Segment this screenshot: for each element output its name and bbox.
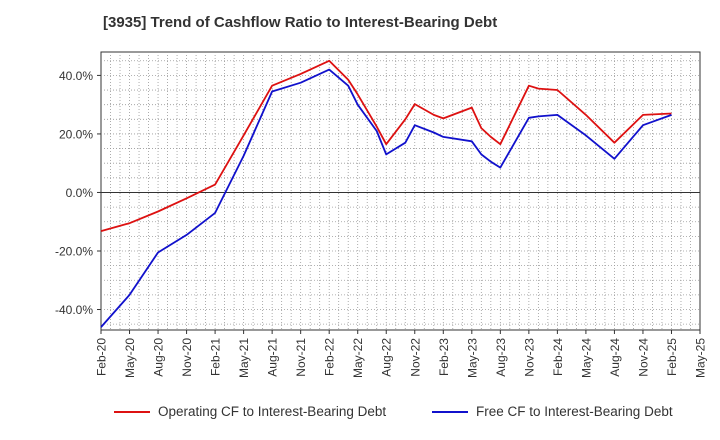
x-tick-label: Feb-20 [95, 338, 109, 376]
legend-label-free-cf: Free CF to Interest-Bearing Debt [476, 404, 673, 419]
x-tick-label: Nov-22 [408, 338, 422, 377]
x-tick-label: Feb-23 [437, 338, 451, 376]
legend-swatch-free-cf [432, 410, 468, 413]
legend: Operating CF to Interest-Bearing Debt Fr… [0, 404, 720, 426]
x-tick-label: May-20 [123, 338, 137, 378]
y-tick-label: 0.0% [66, 186, 94, 200]
x-tick-label: May-21 [237, 338, 251, 378]
x-tick-label: Nov-23 [522, 338, 536, 377]
legend-swatch-operating-cf [114, 410, 150, 413]
x-tick-label: Feb-21 [209, 338, 223, 376]
x-tick-label: Aug-20 [152, 338, 166, 377]
y-tick-label: -20.0% [55, 244, 93, 258]
x-tick-label: Aug-21 [266, 338, 280, 377]
x-tick-label: May-22 [351, 338, 365, 378]
x-tick-label: Feb-24 [551, 338, 565, 376]
x-tick-label: Feb-25 [665, 338, 679, 376]
chart-title: [3935] Trend of Cashflow Ratio to Intere… [103, 14, 498, 31]
legend-item-operating-cf: Operating CF to Interest-Bearing Debt [114, 404, 386, 419]
x-tick-label: Feb-22 [323, 338, 337, 376]
series-line-1 [100, 68, 672, 328]
y-tick-label: -40.0% [55, 303, 93, 317]
x-tick-label: Nov-24 [636, 338, 650, 377]
y-tick-label: 40.0% [59, 69, 93, 83]
x-tick-label: Nov-21 [294, 338, 308, 377]
x-tick-label: Aug-23 [494, 338, 508, 377]
x-tick-label: Aug-22 [380, 338, 394, 377]
x-tick-label: May-23 [465, 338, 479, 378]
legend-label-operating-cf: Operating CF to Interest-Bearing Debt [158, 404, 387, 419]
x-tick-label: Nov-20 [180, 338, 194, 377]
x-tick-label: Aug-24 [608, 338, 622, 377]
x-tick-label: May-24 [579, 338, 593, 378]
y-tick-label: 20.0% [59, 127, 93, 141]
legend-item-free-cf: Free CF to Interest-Bearing Debt [432, 404, 673, 419]
plot-area [100, 51, 701, 331]
series-line-0 [100, 59, 672, 232]
x-tick-label: May-25 [694, 338, 708, 378]
